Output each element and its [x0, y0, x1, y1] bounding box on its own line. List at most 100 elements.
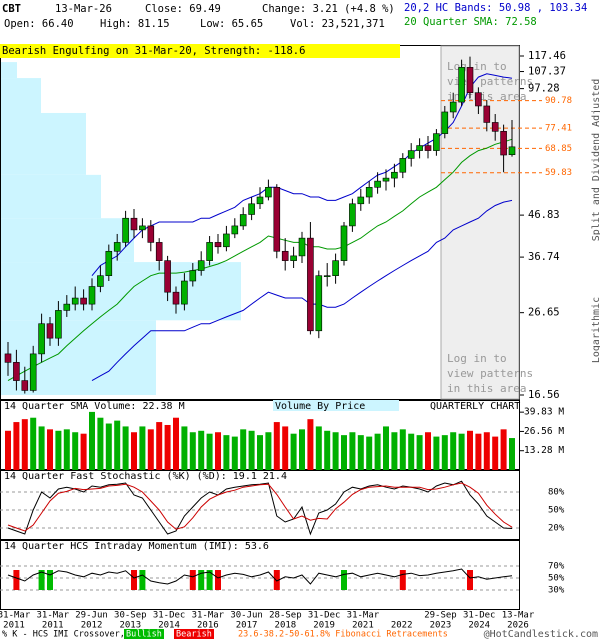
- close: Close: 69.49: [145, 3, 221, 15]
- candle-body: [172, 291, 180, 305]
- y-tick-label: 16.56: [528, 389, 560, 401]
- x-tick-label: 31-Mar: [192, 611, 225, 621]
- candle-body: [315, 275, 323, 332]
- volume-bar: [139, 426, 146, 470]
- x-tick-label: 31-Mar: [347, 611, 380, 621]
- pattern-notice: Log in to: [447, 352, 507, 365]
- candle-body: [63, 303, 71, 311]
- candle-body: [113, 242, 121, 252]
- candle-body: [97, 275, 104, 287]
- volume-bar: [483, 432, 490, 470]
- crossover-signal: [139, 570, 146, 590]
- volume-bar: [206, 433, 213, 470]
- volume-bar: [492, 436, 499, 470]
- volume-bar: [265, 432, 272, 470]
- crossover-signal: [399, 570, 406, 590]
- volume-bar: [307, 419, 314, 470]
- crossover-signal: [38, 570, 45, 590]
- volume-by-price-bar: [1, 262, 241, 321]
- volume-bar: [72, 432, 79, 470]
- candle-body: [332, 260, 339, 276]
- annotation: Bearish Engulfing on 31-Mar-20, Strength…: [2, 45, 305, 57]
- volume-bar: [257, 435, 263, 470]
- x-tick-label: 2012: [81, 621, 103, 631]
- vbp-label-bg: [273, 400, 399, 411]
- volume-bar: [416, 435, 423, 470]
- x-tick-label: 31-Dec: [308, 611, 341, 621]
- candle-body: [189, 270, 197, 282]
- volume-bar: [173, 417, 179, 470]
- volume-bar: [21, 419, 28, 470]
- candle-body: [181, 280, 188, 305]
- x-tick-label: 2016: [197, 621, 219, 631]
- volume-bar: [332, 432, 339, 470]
- indicator-line: [7, 482, 513, 532]
- change: Change: 3.21 (+4.8 %): [262, 3, 395, 15]
- candle-body: [265, 186, 272, 198]
- y-tick-label: 30%: [548, 586, 565, 596]
- candle-body: [340, 225, 348, 261]
- x-tick-label: 30-Jun: [230, 611, 263, 621]
- candle-body: [164, 260, 171, 293]
- y-tick-label: 36.74: [528, 251, 560, 263]
- volume-bar: [450, 432, 457, 470]
- volume-bar: [105, 423, 112, 470]
- bands-label: 20,2 HC Bands: 50.98 , 103.34: [404, 2, 587, 14]
- y-tick-label: 50%: [548, 574, 565, 584]
- candle-body: [458, 67, 465, 103]
- pattern-notice: view patterns: [447, 367, 533, 380]
- volume-bar: [181, 426, 188, 470]
- indicator-line: [7, 568, 513, 585]
- volume-bar: [97, 417, 104, 470]
- volume-bar: [383, 426, 389, 470]
- candle-body: [273, 186, 281, 252]
- lower-band: [91, 199, 513, 382]
- candle-body: [88, 286, 96, 305]
- annotation-bg: [0, 44, 400, 58]
- volume-bar: [13, 422, 20, 470]
- volume-bar: [290, 433, 297, 470]
- crossover-signal: [198, 570, 205, 590]
- bullish-label: Bullish: [126, 630, 162, 640]
- low: Low: 65.65: [200, 18, 263, 30]
- crossover-signal: [47, 570, 53, 590]
- crossover-signal: [341, 570, 347, 590]
- candle-body: [197, 260, 205, 271]
- x-tick-label: 2011: [42, 621, 64, 631]
- bearish-bg: [174, 629, 214, 639]
- y-tick-label: 97.28: [528, 83, 560, 95]
- y-tick-label: 107.37: [528, 66, 566, 78]
- fib-legend: 23.6-38.2-50-61.8% Fibonacci Retracement…: [238, 630, 448, 640]
- x-tick-label: 2017: [236, 621, 258, 631]
- candle-body: [55, 310, 62, 339]
- vbp-label: Volume By Price: [275, 401, 365, 412]
- volume-bar: [458, 433, 465, 470]
- candle-body: [349, 203, 356, 227]
- x-tick-label: 2024: [468, 621, 490, 631]
- volume-bar: [408, 433, 415, 470]
- volume-bar: [433, 436, 440, 470]
- high: High: 81.15: [100, 18, 170, 30]
- candle-body: [256, 196, 264, 205]
- volume-by-price-bar: [1, 218, 134, 263]
- volume-bar: [189, 432, 196, 470]
- volume-bar: [114, 420, 121, 470]
- candle-body: [382, 177, 390, 182]
- y-tick-label: 39.83 M: [524, 407, 564, 418]
- candle-body: [29, 353, 37, 391]
- indicator-line: [7, 480, 513, 536]
- volume-bar: [89, 411, 95, 470]
- candle-body: [491, 122, 499, 132]
- x-tick-label: 2014: [158, 621, 180, 631]
- panel-label: QUARTERLY CHART: [430, 401, 520, 412]
- y-tick-label: 26.56 M: [524, 426, 564, 437]
- candle-body: [130, 217, 138, 231]
- crossover-signal: [273, 570, 280, 590]
- candle-body: [21, 380, 29, 391]
- candle-body: [307, 237, 314, 332]
- candle-body: [290, 255, 297, 261]
- volume-bar: [156, 422, 163, 470]
- volume-bar: [299, 429, 305, 470]
- volume-bar: [47, 429, 53, 470]
